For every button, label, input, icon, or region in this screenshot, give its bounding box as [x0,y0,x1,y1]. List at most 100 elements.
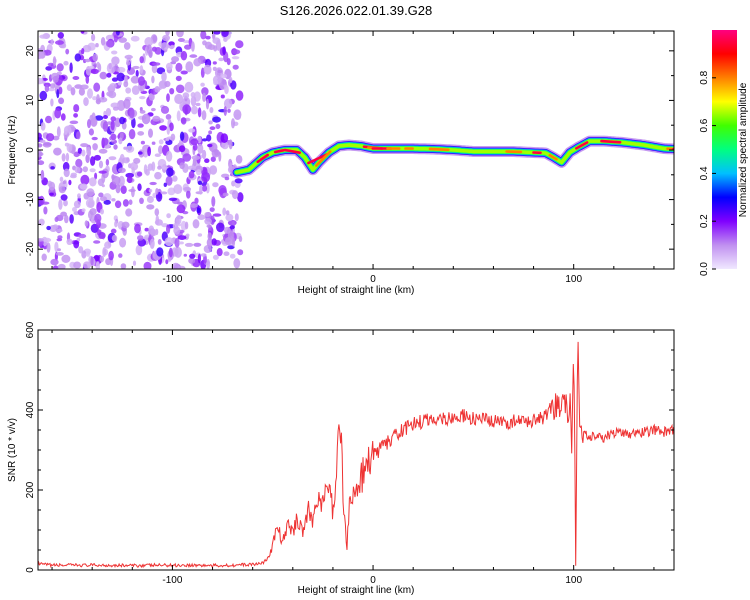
noise-blob [173,184,183,195]
noise-blob [130,75,140,84]
noise-blob [231,237,236,247]
noise-blob [221,141,229,150]
noise-blob [45,66,53,71]
signal-peak [548,154,558,161]
noise-blob [57,235,63,240]
noise-blob [90,156,96,166]
noise-blob [78,246,84,254]
noise-blob [110,102,120,108]
noise-blob [40,122,46,131]
noise-blob [116,72,125,82]
noise-blob [169,88,175,95]
noise-blob [182,92,190,99]
noise-blob [207,143,213,148]
snr-x-ticks: -100 0 100 [51,330,655,586]
noise-blob [106,62,116,74]
noise-blob [212,254,219,260]
noise-blob [175,214,182,225]
noise-blob [190,105,198,115]
noise-blob [41,253,47,261]
noise-blob [206,134,212,142]
noise-blob [65,152,70,162]
noise-blob [177,265,186,269]
noise-blob [85,74,90,84]
noise-blob [82,44,92,53]
noise-blob [115,184,121,194]
colorbar-ramp [712,30,737,269]
x-tick-label: 0 [370,274,376,285]
noise-blob [167,257,172,262]
noise-blob [151,63,158,74]
colorbar-label: Normalized spectral amplitude [738,82,749,217]
noise-blob [98,160,104,169]
noise-blob [64,142,70,147]
noise-blob [175,75,182,82]
noise-blob [165,138,170,142]
noise-blob [81,208,86,213]
noise-blob [118,137,123,145]
noise-blob [56,89,60,99]
noise-blob [192,219,200,229]
noise-blob [74,166,81,173]
signal-peak [428,147,450,152]
noise-blob [123,80,129,88]
noise-blob [54,216,59,222]
noise-blob [60,211,67,217]
noise-blob [209,126,216,131]
noise-blob [106,72,112,78]
noise-blob [58,199,63,210]
noise-blob [146,204,155,210]
noise-blob [135,244,143,256]
noise-blob [184,242,194,247]
noise-blob [42,141,52,148]
noise-blob [174,237,180,248]
noise-blob [225,210,230,216]
noise-blob [212,116,221,123]
noise-blob [155,188,159,195]
signal-peak [273,149,285,154]
noise-blob [212,66,217,71]
noise-blob [207,232,212,241]
noise-blob [66,238,73,245]
noise-blob [50,258,59,266]
noise-blob [103,199,111,205]
noise-blob [91,136,98,141]
noise-blob [111,198,116,202]
noise-blob [157,165,162,170]
noise-blob [195,169,202,176]
y-tick-label: -10 [25,192,36,207]
noise-blob [73,104,80,113]
noise-blob [76,237,81,242]
noise-blob [152,62,161,66]
noise-blob [50,39,54,46]
noise-blob [39,90,48,101]
noise-blob [85,198,95,208]
spectrogram-x-ticks: -100 0 100 [51,31,655,285]
noise-blob [94,172,98,180]
noise-blob [38,195,45,206]
noise-blob [197,253,201,264]
noise-blob [92,96,97,101]
noise-blob [122,157,130,164]
noise-blob [100,196,107,202]
noise-blob [119,237,127,248]
noise-blob [144,227,149,232]
noise-blob [60,113,66,121]
noise-blob [141,113,151,125]
noise-blob [204,217,212,225]
noise-blob [92,143,98,151]
noise-blob [208,130,213,135]
noise-blob [113,144,118,150]
noise-blob [165,150,173,162]
noise-blob [137,123,144,128]
noise-blob [211,238,217,246]
noise-blob [61,254,71,263]
noise-blob [231,118,235,129]
noise-blob [166,224,171,234]
noise-blob [90,256,94,267]
noise-blob [232,64,239,70]
noise-blob [152,115,161,122]
noise-blob [220,133,229,144]
